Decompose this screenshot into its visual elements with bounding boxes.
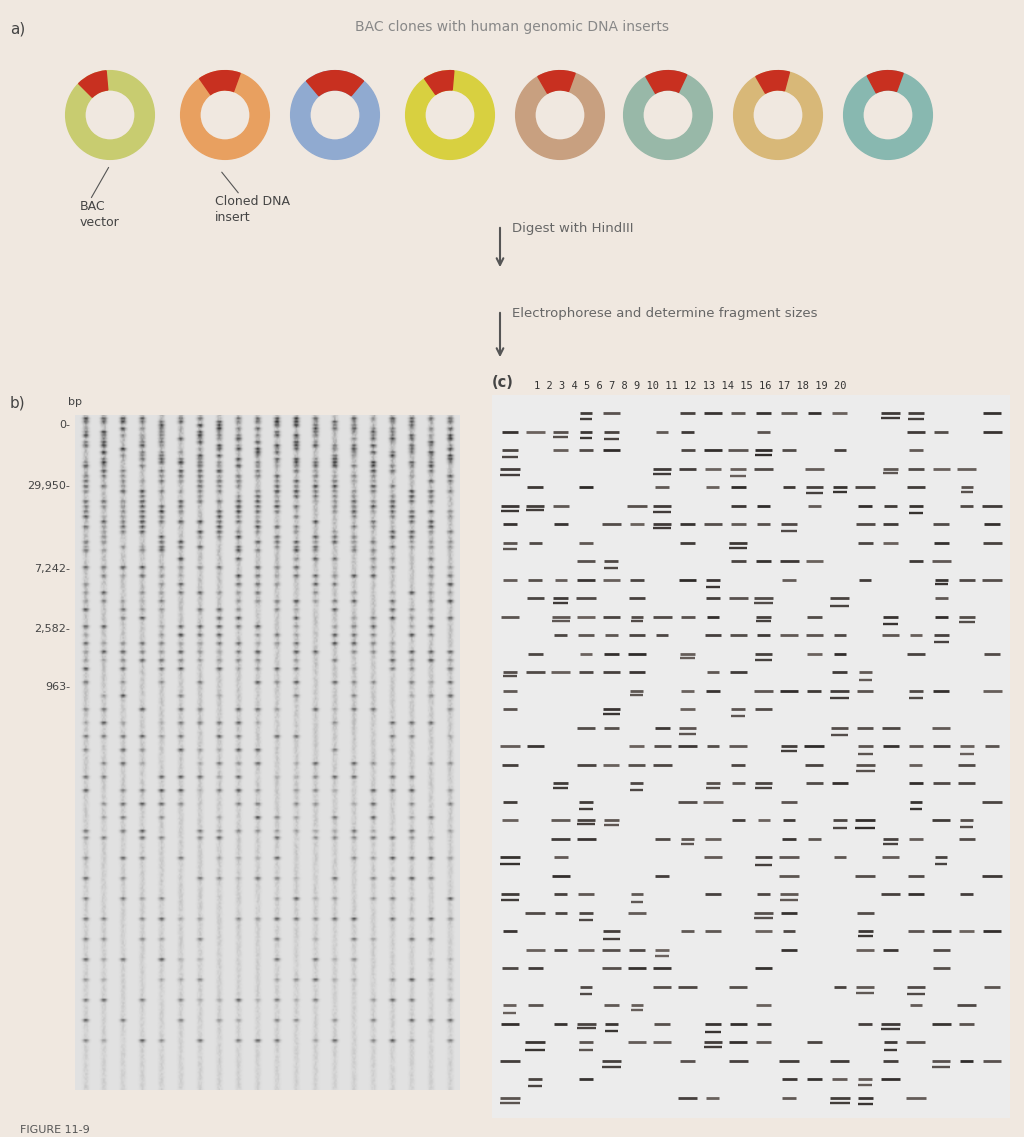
Text: bp: bp	[68, 397, 82, 407]
Wedge shape	[79, 70, 108, 98]
Wedge shape	[844, 70, 933, 159]
Text: 1 2 3 4 5 6 7 8 9 10 11 12 13 14 15 16 17 18 19 20: 1 2 3 4 5 6 7 8 9 10 11 12 13 14 15 16 1…	[534, 381, 847, 391]
Text: BAC clones with human genomic DNA inserts: BAC clones with human genomic DNA insert…	[355, 20, 669, 34]
Text: Electrophorese and determine fragment sizes: Electrophorese and determine fragment si…	[512, 307, 817, 319]
Text: BAC
vector: BAC vector	[80, 200, 120, 229]
Text: 0-: 0-	[59, 420, 70, 430]
Text: 7,242-: 7,242-	[34, 564, 70, 574]
Wedge shape	[180, 70, 269, 159]
Text: 29,950-: 29,950-	[27, 481, 70, 491]
Wedge shape	[425, 70, 454, 94]
Text: Digest with HindIII: Digest with HindIII	[512, 222, 634, 235]
Text: Cloned DNA
insert: Cloned DNA insert	[215, 196, 290, 224]
Wedge shape	[306, 70, 364, 96]
Wedge shape	[66, 70, 155, 159]
Text: a): a)	[10, 22, 26, 38]
Wedge shape	[291, 70, 379, 159]
Wedge shape	[624, 70, 713, 159]
Text: 963-: 963-	[45, 682, 70, 692]
Wedge shape	[646, 70, 687, 93]
Wedge shape	[406, 70, 495, 159]
Wedge shape	[516, 70, 604, 159]
Wedge shape	[867, 70, 903, 93]
Text: (c): (c)	[492, 375, 514, 390]
Wedge shape	[733, 70, 822, 159]
Wedge shape	[538, 70, 575, 93]
FancyBboxPatch shape	[490, 393, 1012, 1120]
Wedge shape	[200, 70, 241, 94]
Text: b): b)	[10, 395, 26, 410]
Text: 2,582-: 2,582-	[34, 624, 70, 634]
Wedge shape	[756, 70, 790, 93]
Text: FIGURE 11-9: FIGURE 11-9	[20, 1124, 90, 1135]
